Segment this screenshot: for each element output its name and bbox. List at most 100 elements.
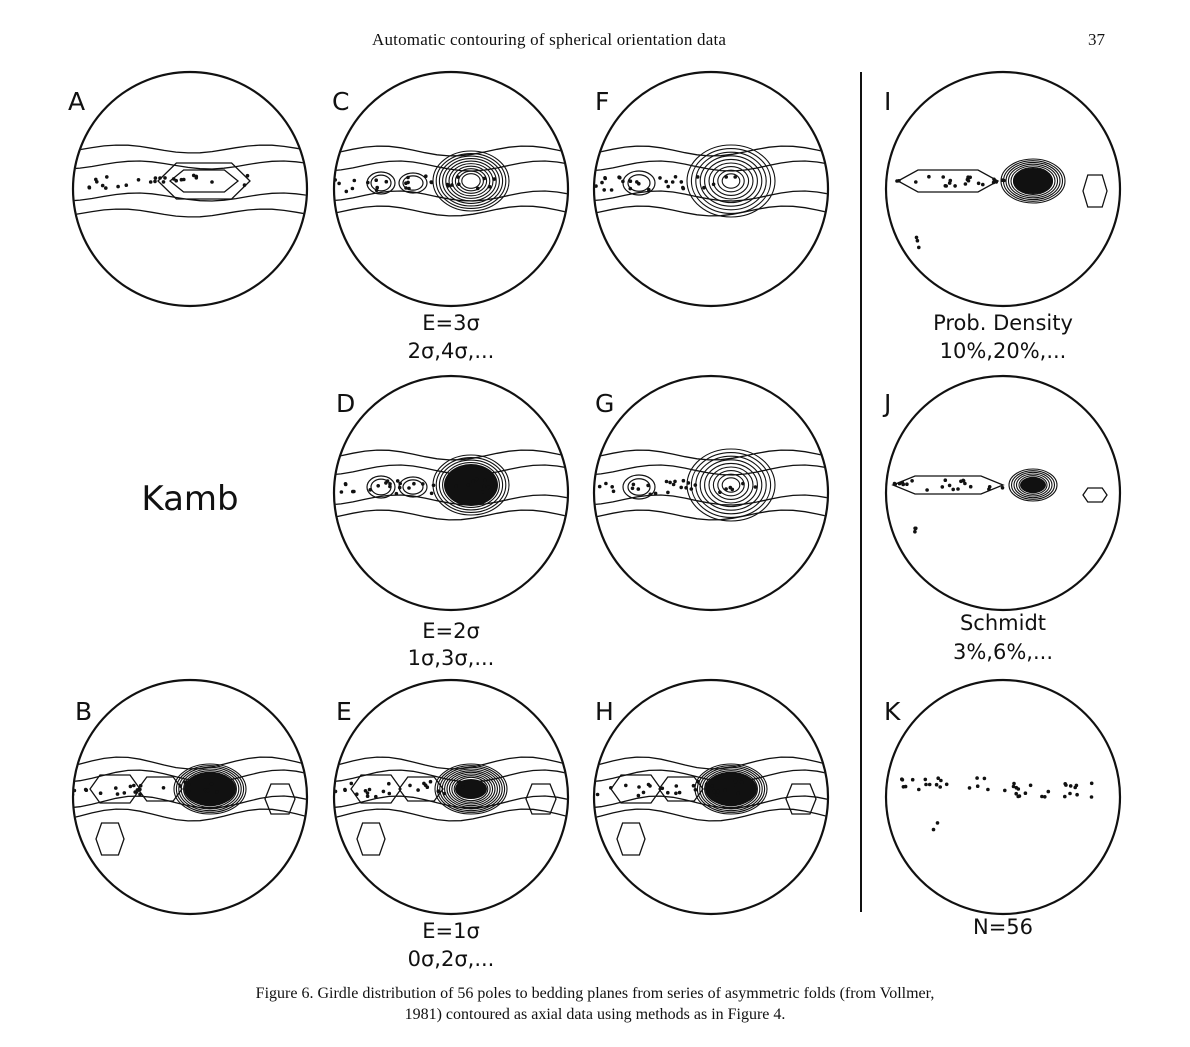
data-point	[681, 186, 686, 191]
data-point	[992, 177, 996, 182]
data-point	[724, 175, 728, 179]
contour-line	[1013, 471, 1053, 499]
contour-line	[175, 765, 245, 813]
data-point	[736, 791, 740, 795]
data-point	[138, 792, 142, 797]
contour-line	[137, 776, 183, 802]
panel-letter-e: E	[336, 697, 352, 726]
contour-line	[721, 477, 741, 493]
data-point	[421, 482, 425, 486]
data-point	[624, 783, 628, 788]
data-point	[476, 186, 480, 191]
contour-line	[74, 192, 306, 202]
contour-line	[595, 808, 827, 822]
primitive-circle	[884, 374, 1122, 612]
contour-line	[335, 449, 567, 461]
data-point	[436, 789, 441, 793]
data-point	[597, 484, 602, 489]
data-point	[666, 490, 670, 495]
data-point	[975, 784, 980, 788]
contour-line	[439, 766, 503, 812]
stereonet-i	[884, 70, 1122, 308]
contour-line	[595, 205, 827, 217]
data-point	[693, 788, 698, 792]
data-point	[404, 186, 408, 190]
contour-line	[335, 808, 567, 822]
data-point	[927, 782, 932, 787]
primitive-circle	[332, 678, 570, 916]
data-point	[636, 487, 641, 491]
data-point	[753, 485, 758, 489]
contour-line	[178, 766, 242, 812]
page-number: 37	[1088, 30, 1105, 49]
data-point	[492, 177, 497, 181]
data-point	[923, 777, 928, 782]
data-point	[981, 182, 985, 187]
panel-letter-j: J	[882, 389, 891, 418]
contour-line	[1082, 174, 1108, 208]
contour-line	[616, 822, 646, 856]
data-point	[940, 485, 945, 489]
contour-line	[1082, 487, 1108, 503]
primitive-circle	[592, 70, 830, 308]
data-point	[397, 485, 402, 490]
data-point	[398, 481, 403, 486]
contour-line	[458, 170, 484, 192]
data-point	[653, 491, 658, 496]
data-point	[630, 486, 635, 491]
data-point	[74, 788, 77, 793]
data-point	[425, 785, 430, 789]
data-point	[967, 786, 972, 790]
contour-line	[712, 470, 750, 500]
data-point	[1003, 788, 1007, 793]
data-point	[429, 491, 434, 496]
contour-layer	[74, 756, 306, 856]
label-d-line1: E=2σ	[422, 619, 480, 643]
data-point	[429, 180, 434, 185]
data-point	[133, 790, 137, 794]
data-point	[355, 792, 359, 796]
contour-line	[1018, 475, 1048, 495]
contour-line	[356, 822, 386, 856]
contour-line	[708, 466, 754, 504]
density-maximum	[705, 772, 757, 806]
label-k-line1: N=56	[973, 915, 1033, 939]
contour-line	[74, 756, 306, 770]
contour-line	[699, 459, 763, 511]
data-point	[987, 485, 992, 489]
contour-line	[686, 448, 776, 522]
data-point	[715, 793, 719, 797]
contour-line	[95, 822, 125, 856]
figure-caption: Figure 6. Girdle distribution of 56 pole…	[0, 983, 1190, 1025]
data-point	[132, 783, 136, 788]
data-point	[461, 785, 465, 789]
contour-line	[717, 169, 745, 193]
data-point	[184, 780, 189, 785]
panel-letter-h: H	[595, 697, 614, 726]
contour-line	[432, 150, 510, 212]
data-point	[1089, 781, 1094, 786]
data-point	[660, 786, 665, 791]
data-point	[982, 776, 987, 781]
primitive-circle	[884, 678, 1122, 916]
label-i-line1: Prob. Density	[933, 311, 1073, 335]
contour-line	[785, 783, 817, 815]
density-maximum	[184, 772, 236, 806]
contour-line	[454, 168, 488, 194]
stereonet-b	[71, 678, 309, 916]
data-point	[104, 186, 108, 190]
data-point	[595, 792, 600, 797]
data-point	[895, 179, 899, 183]
contour-line	[445, 160, 497, 202]
data-point	[1068, 784, 1073, 788]
data-point	[636, 793, 641, 798]
contour-line	[595, 756, 827, 770]
data-point	[1012, 781, 1016, 786]
data-point	[384, 481, 388, 485]
data-point	[368, 488, 373, 492]
contour-line	[622, 474, 656, 500]
data-point	[1089, 795, 1094, 799]
contour-line	[435, 456, 507, 514]
data-point	[611, 489, 616, 494]
data-point	[388, 484, 392, 489]
